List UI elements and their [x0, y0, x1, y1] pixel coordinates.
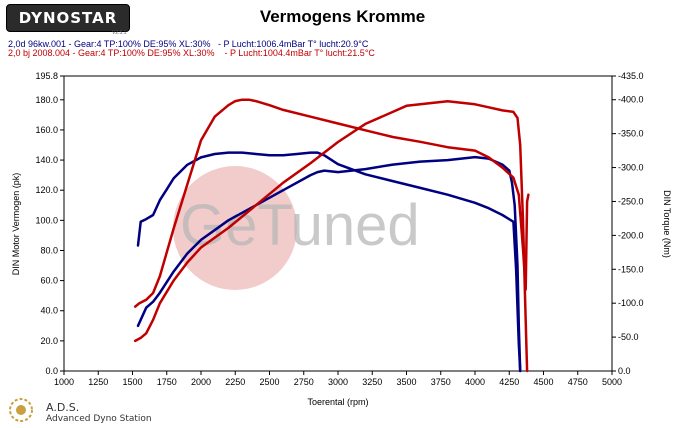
y-tick-label: 80.0	[40, 245, 58, 255]
x-tick-label: 1000	[54, 377, 74, 387]
run-1-info: 2,0d 96kw.001 - Gear:4 TP:100% DE:95% XL…	[8, 39, 369, 49]
x-tick-label: 2750	[294, 377, 314, 387]
x-tick-label: 3750	[431, 377, 451, 387]
x-tick-label: 1250	[88, 377, 108, 387]
logo-text: DYNOSTAR	[18, 9, 118, 27]
y-tick-label: 160.0	[35, 125, 58, 135]
y2-tick-label: -250.0	[618, 196, 644, 206]
y2-tick-label: -150.0	[618, 264, 644, 274]
y2-tick-label: -300.0	[618, 163, 644, 173]
y-tick-label: 0.0	[45, 366, 58, 376]
y2-tick-label: -50.0	[618, 332, 639, 342]
x-tick-label: 4000	[465, 377, 485, 387]
x-tick-label: 4750	[568, 377, 588, 387]
x-tick-label: 5000	[602, 377, 622, 387]
y-tick-label: 195.8	[35, 71, 58, 81]
x-tick-label: 2250	[225, 377, 245, 387]
watermark-text: GeTuned	[180, 193, 420, 258]
y2-tick-label: -200.0	[618, 230, 644, 240]
y2-tick-label: -435.0	[618, 71, 644, 81]
y-tick-label: 120.0	[35, 185, 58, 195]
y2-tick-label: -350.0	[618, 129, 644, 139]
watermark: GeTuned	[173, 166, 420, 290]
series-line-4-power	[133, 100, 529, 373]
footer-company: A.D.S.	[46, 401, 80, 414]
x-tick-label: 1500	[122, 377, 142, 387]
y2-tick-label: -400.0	[618, 95, 644, 105]
x-axis-label: Toerental (rpm)	[307, 397, 368, 407]
y-tick-label: 20.0	[40, 336, 58, 346]
series-line-2-power	[136, 155, 522, 373]
ads-logo-icon	[9, 398, 33, 422]
y-tick-label: 100.0	[35, 215, 58, 225]
y2-tick-label: -100.0	[618, 298, 644, 308]
x-tick-label: 2500	[259, 377, 279, 387]
footer-subtitle: Advanced Dyno Station	[46, 414, 152, 424]
x-tick-label: 3500	[396, 377, 416, 387]
y-tick-label: 60.0	[40, 276, 58, 286]
y-axis-label: DIN Motor Vermogen (pk)	[11, 173, 21, 276]
logo-subtext: V2.5.1	[112, 30, 127, 36]
x-tick-label: 3250	[362, 377, 382, 387]
x-tick-label: 4250	[499, 377, 519, 387]
run-2-info: 2,0 bj 2008.004 - Gear:4 TP:100% DE:95% …	[8, 48, 375, 58]
chart-title: Vermogens Kromme	[259, 7, 426, 26]
x-tick-label: 2000	[191, 377, 211, 387]
dynostar-logo: DYNOSTAR	[6, 4, 130, 32]
x-tick-label: 1750	[157, 377, 177, 387]
series-line-3-torque	[133, 98, 530, 308]
series-line-1-torque	[136, 151, 522, 373]
y2-tick-label: 0.0	[618, 366, 631, 376]
x-tick-label: 4500	[533, 377, 553, 387]
y-tick-label: 140.0	[35, 155, 58, 165]
x-tick-label: 3000	[328, 377, 348, 387]
y-tick-label: 180.0	[35, 95, 58, 105]
y-tick-label: 40.0	[40, 306, 58, 316]
y2-axis-label: DIN Torque (Nm)	[662, 190, 672, 258]
